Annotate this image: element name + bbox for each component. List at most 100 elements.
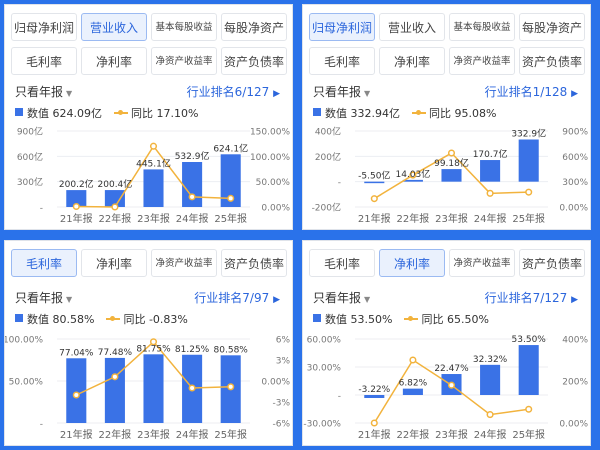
yoy-point [447, 381, 456, 389]
legend-value: 80.58% [52, 313, 95, 326]
metric-tab[interactable]: 营业收入 [81, 13, 147, 41]
value-bar [104, 190, 125, 207]
yoy-point [188, 193, 196, 201]
annual-report-filter[interactable]: 只看年报 ▼ [313, 83, 370, 100]
bar-data-label: 532.9亿 [175, 150, 210, 162]
yoy-point [525, 188, 533, 196]
category-label: 23年报 [435, 428, 468, 441]
line-legend-swatch [114, 109, 128, 115]
legend-value-label: 数值 [27, 313, 49, 326]
bar-legend-swatch [15, 314, 23, 322]
legend-value-label: 数值 [325, 313, 347, 326]
category-label: 22年报 [397, 428, 430, 441]
metric-tab[interactable]: 毛利率 [309, 47, 375, 75]
right-axis-tick-label: 200% [562, 378, 588, 388]
left-axis-tick-label: -30.00% [303, 420, 341, 430]
left-axis-tick-label: - [338, 178, 341, 188]
metric-tab[interactable]: 基本每股收益 [449, 13, 515, 41]
annual-report-filter[interactable]: 只看年报 ▼ [15, 289, 72, 306]
metric-tab[interactable]: 营业收入 [379, 13, 445, 41]
metric-tab[interactable]: 资产负债率 [221, 47, 287, 75]
line-legend-swatch [412, 109, 426, 115]
legend-value: 53.50% [350, 313, 393, 326]
yoy-point [447, 149, 456, 157]
category-label: 25年报 [214, 212, 247, 225]
bar-data-label: 77.48% [98, 348, 133, 358]
metric-tab[interactable]: 每股净资产 [519, 13, 585, 41]
metric-tabs: 毛利率 净利率 净资产收益率 资产负债率 [309, 249, 585, 279]
left-axis-tick-label: 900亿 [17, 126, 43, 138]
metric-tab[interactable]: 每股净资产 [221, 13, 287, 41]
industry-rank-link[interactable]: 行业排名1/128 ▶ [485, 83, 578, 100]
metric-tab[interactable]: 净利率 [81, 249, 147, 277]
value-bar [220, 154, 241, 207]
metric-tab[interactable]: 归母净利润 [309, 13, 375, 41]
left-axis-tick-label: 400亿 [315, 126, 341, 138]
left-axis-tick-label: - [338, 392, 341, 402]
arrow-right-icon: ▶ [571, 295, 578, 305]
bar-data-label: 22.47% [434, 364, 469, 374]
metric-tab[interactable]: 净利率 [379, 47, 445, 75]
category-label: 23年报 [137, 428, 170, 441]
value-bar [402, 179, 423, 182]
metric-tab[interactable]: 净资产收益率 [449, 47, 515, 75]
metric-tab[interactable]: 净资产收益率 [449, 249, 515, 277]
category-label: 23年报 [137, 212, 170, 225]
metric-tab[interactable]: 资产负债率 [519, 249, 585, 277]
industry-rank-link[interactable]: 行业排名6/127 ▶ [187, 83, 280, 100]
legend-yoy: -0.83% [148, 313, 188, 326]
metric-tab[interactable]: 净利率 [81, 47, 147, 75]
legend-value: 332.94亿 [350, 107, 401, 120]
industry-rank-link[interactable]: 行业排名7/127 ▶ [485, 289, 578, 306]
metric-tab[interactable]: 资产负债率 [519, 47, 585, 75]
annual-report-filter[interactable]: 只看年报 ▼ [313, 289, 370, 306]
value-bar [518, 139, 539, 182]
yoy-point [227, 383, 235, 391]
yoy-point [72, 391, 80, 399]
caret-down-icon: ▼ [66, 295, 73, 304]
metric-tab[interactable]: 基本每股收益 [151, 13, 217, 41]
metric-tab[interactable]: 毛利率 [309, 249, 375, 277]
legend-value: 624.09亿 [52, 107, 103, 120]
category-label: 22年报 [397, 212, 430, 225]
line-legend-swatch [106, 315, 121, 321]
industry-rank-link[interactable]: 行业排名7/97 ▶ [194, 289, 280, 306]
annual-report-filter[interactable]: 只看年报 ▼ [15, 83, 72, 100]
yoy-point [370, 195, 378, 203]
metric-tab[interactable]: 净利率 [379, 249, 445, 277]
right-axis-tick-label: -6% [272, 420, 290, 430]
left-axis-tick-label: 300亿 [17, 176, 43, 188]
value-bar [402, 388, 423, 395]
bar-line-chart: 60.00% 30.00% - -30.00% 400% 200% 0.00% -3.22% 6… [303, 335, 588, 441]
bar-line-chart: 400亿 200亿 - -200亿 900% 600% 300% 0.00% -5.50亿 14.… [312, 126, 589, 226]
legend-yoy-label: 同比 [123, 313, 146, 326]
value-bar [480, 160, 501, 182]
bar-data-label: 14.03亿 [396, 168, 431, 180]
right-axis-tick-label: 400% [562, 336, 588, 346]
category-label: 21年报 [60, 428, 93, 441]
metric-tab[interactable]: 毛利率 [11, 249, 77, 277]
bar-data-label: 200.2亿 [59, 178, 94, 190]
category-label: 24年报 [474, 212, 507, 225]
bar-line-chart: 100.00%50.00%-6%3%0.00%-3%-6%77.04% 77.48… [5, 336, 291, 442]
right-axis-tick-label: 300% [562, 178, 588, 188]
legend-yoy-label: 同比 [131, 107, 153, 120]
filter-label: 只看年报 [15, 291, 64, 305]
legend-yoy: 17.10% [156, 107, 199, 120]
right-axis-tick-label: 3% [276, 357, 291, 367]
metric-tab[interactable]: 资产负债率 [221, 249, 287, 277]
category-label: 24年报 [474, 428, 507, 441]
category-label: 25年报 [512, 428, 545, 441]
chart-legend: 数值 332.94亿 同比 95.08% [313, 105, 496, 121]
left-axis-tick-label: 30.00% [307, 364, 342, 374]
metric-tab[interactable]: 毛利率 [11, 47, 77, 75]
left-axis-tick-label: 60.00% [307, 336, 342, 346]
filter-label: 只看年报 [313, 291, 362, 305]
metric-tab[interactable]: 净资产收益率 [151, 47, 217, 75]
line-legend-swatch [404, 315, 419, 321]
bar-data-label: 170.7亿 [473, 148, 508, 160]
right-axis-tick-label: 0.00% [261, 378, 290, 388]
metric-tab[interactable]: 净资产收益率 [151, 249, 217, 277]
metric-tab[interactable]: 归母净利润 [11, 13, 77, 41]
value-bar [364, 181, 385, 184]
